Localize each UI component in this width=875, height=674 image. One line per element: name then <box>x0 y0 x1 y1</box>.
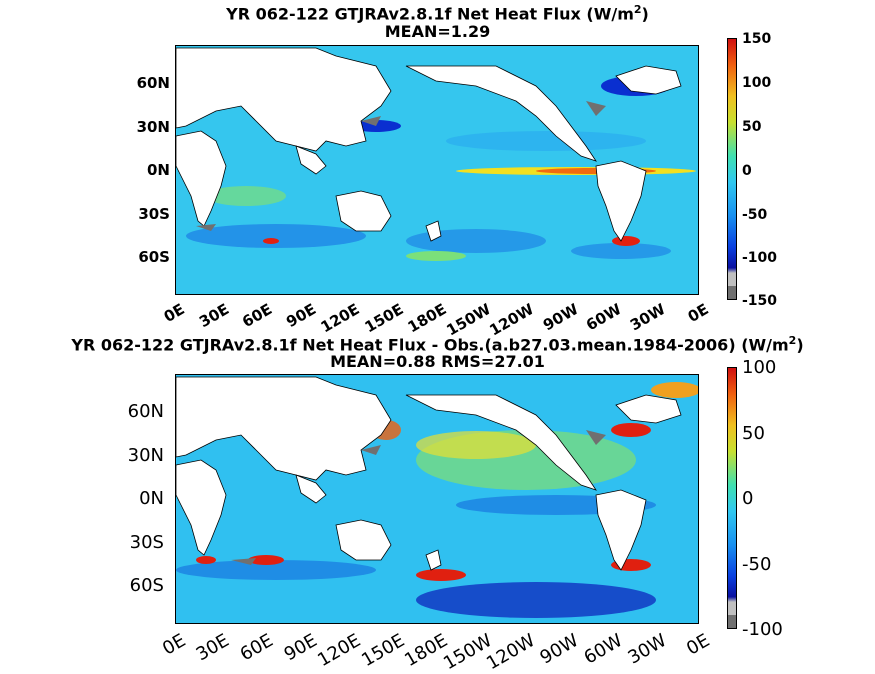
panel1-mean: MEAN=1.29 <box>384 22 491 41</box>
panel1-cbtick-0: 150 <box>742 31 772 47</box>
panel2-xlabel-7: 150W <box>439 630 496 674</box>
panel2-xlabel-2: 60E <box>236 630 277 666</box>
panel2-cbtick-0: 100 <box>742 357 777 378</box>
panel2-xlabel-3: 90E <box>280 630 321 666</box>
panel2-xlabel-1: 30E <box>192 630 234 666</box>
panel2-ylabel-1: 30N <box>127 445 164 466</box>
panel2-xlabel-4: 120E <box>314 630 365 672</box>
panel2-map <box>175 374 699 624</box>
panel1-cbtick-4: -50 <box>742 207 768 223</box>
panel1-colorbar <box>727 38 737 300</box>
panel2-map-svg <box>176 375 698 623</box>
panel2-xlabel-0: 0E <box>159 630 190 660</box>
panel1-xlabel-3: 90E <box>283 300 319 332</box>
panel1-ylabel-2: 0N <box>147 161 170 179</box>
panel1-xlabel-2: 60E <box>239 300 276 332</box>
panel1-map-svg <box>176 46 698 294</box>
panel1-cbtick-2: 50 <box>742 119 762 135</box>
panel1-cbtick-1: 100 <box>742 75 772 91</box>
panel2-cbtick-1: 50 <box>742 423 765 444</box>
panel2-title: YR 062-122 GTJRAv2.8.1f Net Heat Flux - … <box>71 334 804 355</box>
panel2-xlabel-9: 90W <box>536 630 583 669</box>
panel2-cbtick-4: -100 <box>742 619 783 640</box>
panel2-xlabel-10: 60W <box>580 630 627 669</box>
panel2-xlabel-8: 120W <box>483 630 539 674</box>
panel1-cbtick-5: -100 <box>742 250 778 266</box>
panel1-xlabel-0: 0E <box>161 300 188 326</box>
panel2-xlabel-5: 150E <box>357 630 408 672</box>
panel2-ylabel-3: 30S <box>129 532 164 553</box>
panel1-xlabel-9: 90W <box>539 300 581 335</box>
panel1-title: YR 062-122 GTJRAv2.8.1f Net Heat Flux (W… <box>226 3 649 24</box>
panel1-xlabel-11: 30W <box>626 300 669 335</box>
panel2-ylabel-2: 0N <box>139 488 164 509</box>
panel1-map <box>175 45 699 295</box>
panel1-xlabel-10: 60W <box>583 300 625 335</box>
panel2-ylabel-0: 60N <box>127 401 164 422</box>
panel2-colorbar <box>727 367 737 629</box>
panel1-xlabel-1: 30E <box>195 300 232 332</box>
panel1-ylabel-4: 60S <box>138 248 170 266</box>
panel2-cbtick-3: -50 <box>742 554 772 575</box>
panel1-cbtick-6: -150 <box>742 293 778 309</box>
panel2-mean: MEAN=0.88 RMS=27.01 <box>330 352 545 371</box>
panel1-cbtick-3: 0 <box>742 163 752 179</box>
panel2-xlabel-11: 30W <box>624 630 670 669</box>
panel2-xlabel-12: 0E <box>683 630 714 660</box>
panel2-cbtick-2: 0 <box>742 488 754 509</box>
panel1-ylabel-1: 30N <box>136 118 170 136</box>
panel1-ylabel-0: 60N <box>136 74 170 92</box>
panel1-xlabel-12: 0E <box>685 300 712 326</box>
panel2-ylabel-4: 60S <box>129 575 164 596</box>
panel2-xlabel-6: 180E <box>401 630 452 672</box>
panel1-ylabel-3: 30S <box>138 205 170 223</box>
